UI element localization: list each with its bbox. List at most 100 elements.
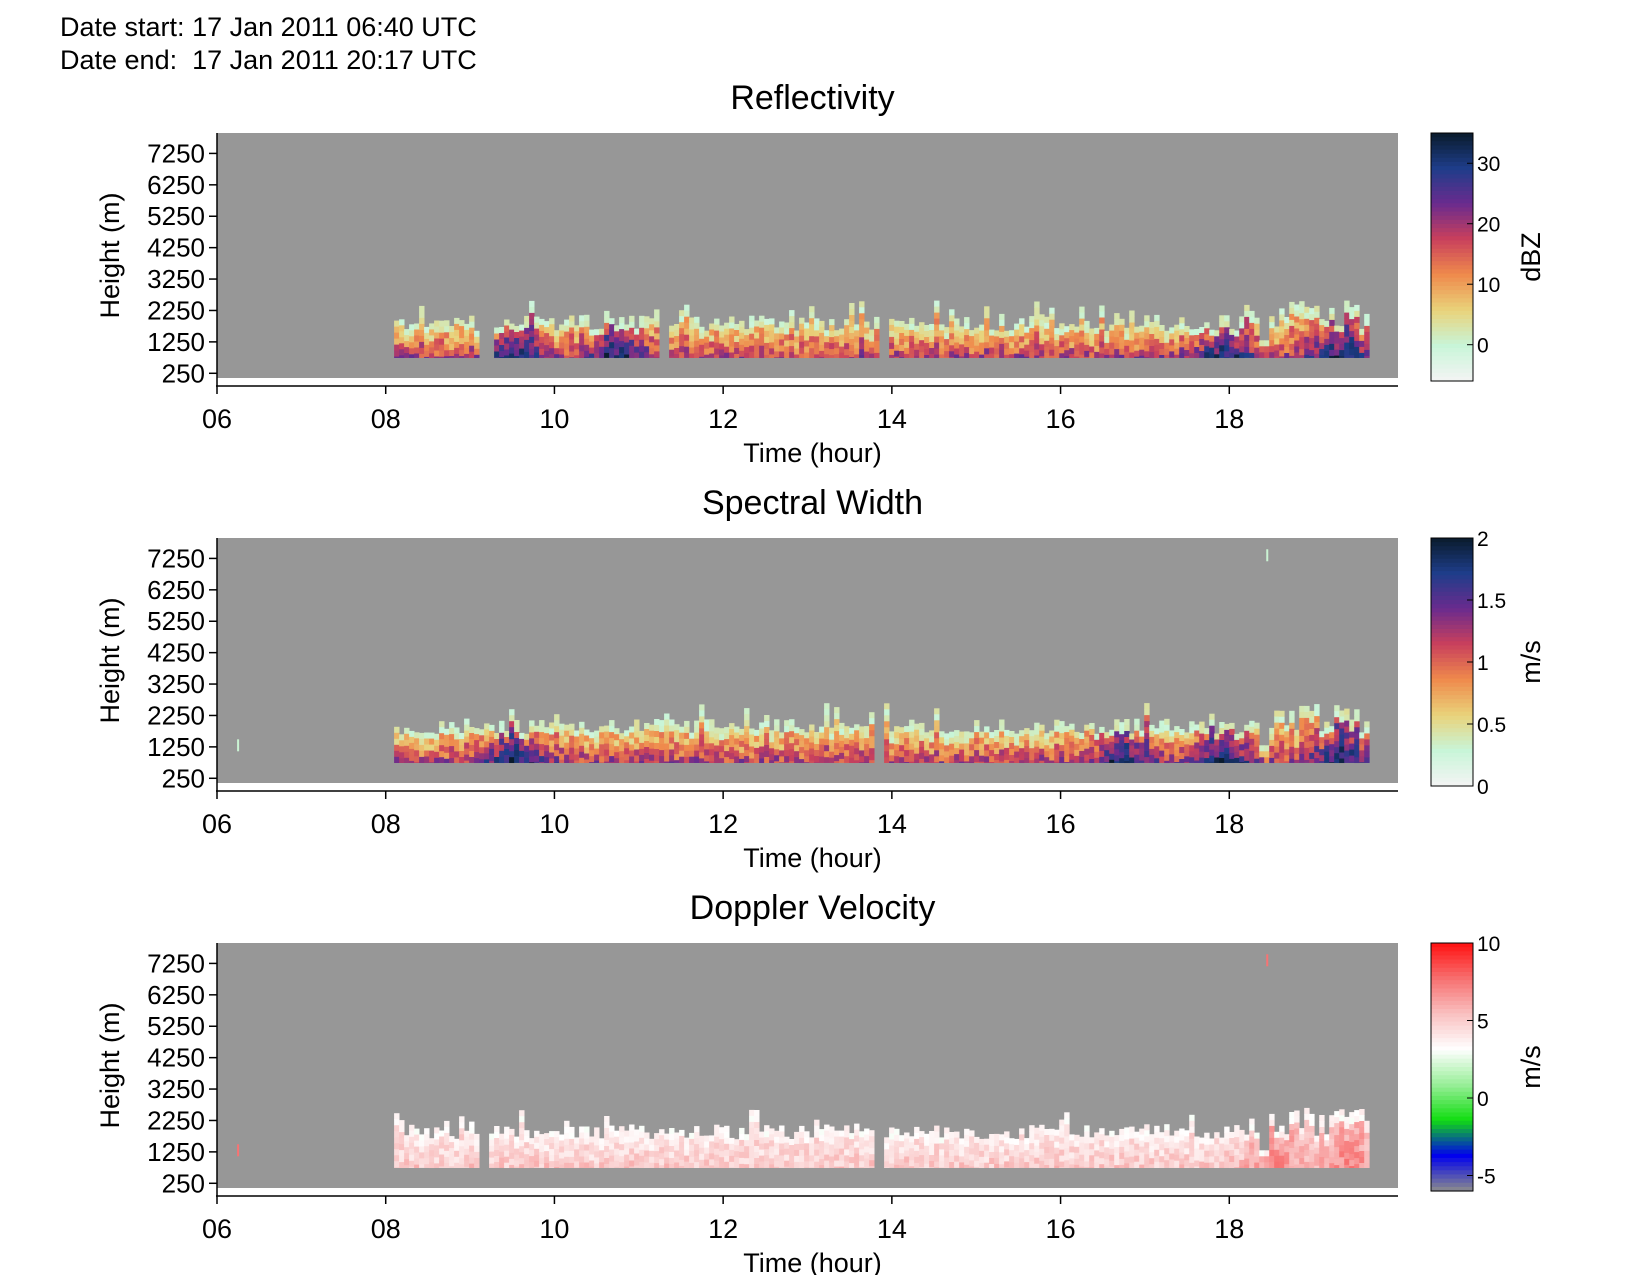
echo-cell <box>1039 1148 1045 1156</box>
echo-cell <box>574 754 580 761</box>
echo-cell <box>889 330 895 338</box>
echo-cell <box>744 714 750 721</box>
echo-cell <box>494 1132 500 1139</box>
colorbar-segment <box>1431 740 1473 746</box>
echo-cell <box>809 724 815 731</box>
echo-cell <box>754 1140 760 1147</box>
echo-cell <box>969 330 975 337</box>
echo-cell <box>549 1155 555 1162</box>
echo-cell <box>459 757 465 764</box>
echo-cell <box>504 343 510 350</box>
echo-cell <box>924 1163 930 1169</box>
echo-cell <box>1309 722 1315 730</box>
echo-cell <box>1349 1118 1355 1125</box>
echo-cell <box>1159 325 1165 332</box>
echo-cell <box>974 1160 980 1168</box>
echo-cell <box>839 328 845 335</box>
echo-cell <box>539 354 545 359</box>
colorbar-segment <box>1431 240 1473 246</box>
echo-cell <box>1194 748 1200 755</box>
echo-cell <box>914 741 920 749</box>
echo-cell <box>594 1133 600 1140</box>
echo-cell <box>1344 726 1350 733</box>
echo-cell <box>1169 1147 1175 1154</box>
echo-cell <box>1054 1147 1060 1155</box>
colorbar-segment <box>1431 1021 1473 1027</box>
echo-cell <box>1154 1137 1160 1145</box>
echo-cell <box>844 1143 850 1150</box>
echo-cell <box>459 326 465 333</box>
echo-cell <box>844 750 850 757</box>
echo-cell <box>1134 718 1140 726</box>
echo-cell <box>1324 1134 1330 1141</box>
echo-cell <box>559 330 565 337</box>
echo-cell <box>579 1150 585 1157</box>
echo-cell <box>989 353 995 358</box>
echo-cell <box>824 1160 830 1167</box>
echo-cell <box>644 328 650 335</box>
echo-cell <box>1119 342 1125 350</box>
echo-cell <box>614 1166 620 1168</box>
echo-cell <box>1204 1162 1210 1168</box>
echo-cell <box>1044 322 1050 330</box>
colorbar-tick-label: 30 <box>1477 153 1500 176</box>
echo-cell <box>714 757 720 764</box>
echo-cell <box>664 719 670 726</box>
echo-cell <box>699 1135 705 1143</box>
echo-cell <box>724 346 730 354</box>
colorbar-segment <box>1431 269 1473 275</box>
echo-cell <box>739 1133 745 1141</box>
echo-cell <box>984 750 990 757</box>
echo-cell <box>1329 1157 1335 1164</box>
echo-cell <box>1334 355 1340 358</box>
echo-cell <box>794 1131 800 1139</box>
echo-cell <box>1249 738 1255 746</box>
x-tick-label: 06 <box>202 809 232 839</box>
echo-cell <box>1084 1155 1090 1162</box>
echo-cell <box>539 324 545 332</box>
echo-cell <box>469 1121 475 1128</box>
echo-cell <box>414 1134 420 1141</box>
colorbar-segment <box>1431 715 1473 721</box>
echo-cell <box>504 1144 510 1152</box>
echo-cell <box>619 739 625 746</box>
echo-cell <box>534 737 540 745</box>
echo-cell <box>829 1162 835 1168</box>
echo-cell <box>574 1149 580 1156</box>
echo-cell <box>1044 334 1050 342</box>
echo-cell <box>409 1136 415 1144</box>
echo-cell <box>624 1160 630 1167</box>
echo-cell <box>554 1167 560 1169</box>
echo-cell <box>464 760 470 763</box>
echo-cell <box>1324 739 1330 747</box>
echo-cell <box>1209 719 1215 727</box>
echo-cell <box>1254 728 1260 736</box>
echo-cell <box>1229 328 1235 336</box>
colorbar-segment <box>1431 248 1473 254</box>
echo-cell <box>944 333 950 340</box>
echo-cell <box>679 328 685 335</box>
echo-cell <box>444 326 450 333</box>
echo-cell <box>684 720 690 728</box>
echo-cell <box>1274 758 1280 763</box>
echo-cell <box>1044 1159 1050 1166</box>
echo-cell <box>664 737 670 744</box>
colorbar-segment <box>1431 637 1473 642</box>
echo-cell <box>1079 312 1085 319</box>
echo-cell <box>1359 762 1365 763</box>
echo-cell <box>1364 1150 1370 1158</box>
echo-cell <box>1234 1137 1240 1144</box>
echo-cell <box>1039 748 1045 756</box>
echo-cell <box>1214 733 1220 740</box>
echo-cell <box>1104 330 1110 338</box>
echo-cell <box>1299 1134 1305 1141</box>
echo-cell <box>1224 1150 1230 1157</box>
echo-cell <box>399 1150 405 1157</box>
echo-cell <box>1084 754 1090 762</box>
echo-cell <box>1024 1156 1030 1163</box>
echo-cell <box>419 329 425 337</box>
echo-cell <box>1099 1146 1105 1153</box>
echo-cell <box>1179 1146 1185 1153</box>
echo-cell <box>1159 331 1165 338</box>
echo-cell <box>634 340 640 347</box>
